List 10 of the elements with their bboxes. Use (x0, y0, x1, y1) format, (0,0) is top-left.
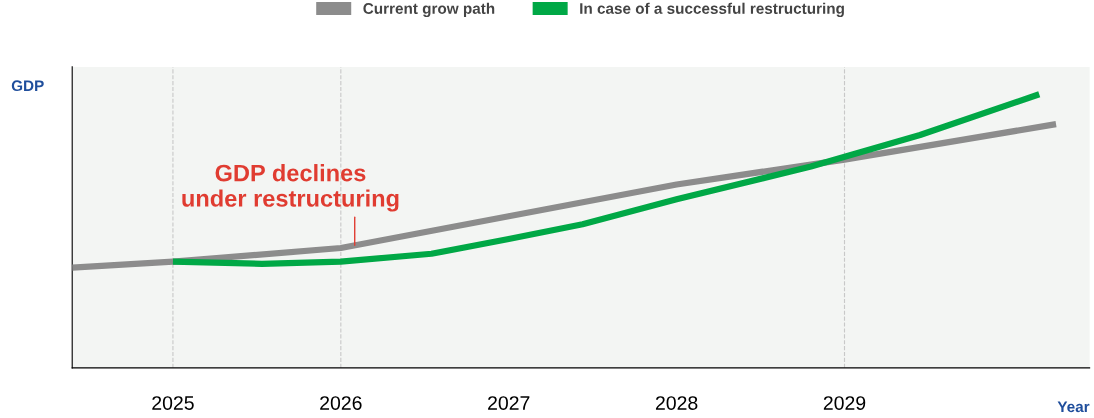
x-axis-title: Year (1057, 401, 1090, 413)
x-tick-label: 2028 (655, 396, 698, 410)
x-tick-label: 2026 (320, 396, 362, 410)
legend-label: Current grow path (363, 2, 495, 18)
legend-label: In case of a successful restructuring (580, 2, 844, 18)
x-tick-label: 2029 (823, 396, 866, 410)
annotation: GDP declines under restructuring (182, 164, 399, 212)
x-tick-label: 2025 (152, 396, 194, 410)
x-tick-label: 2027 (488, 396, 530, 410)
y-axis-title: GDP (11, 80, 44, 92)
